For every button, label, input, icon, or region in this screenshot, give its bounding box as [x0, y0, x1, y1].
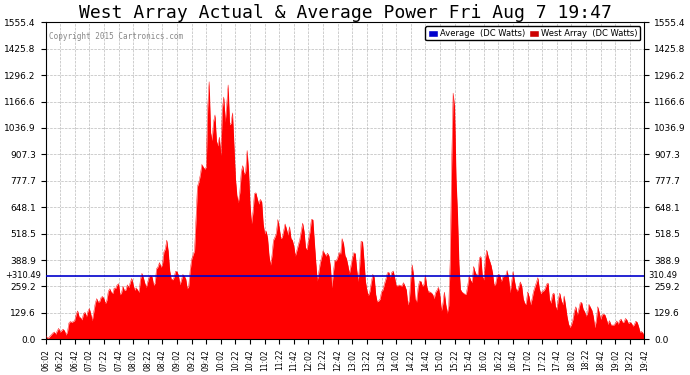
Text: +310.49: +310.49 — [6, 272, 41, 280]
Text: Copyright 2015 Cartronics.com: Copyright 2015 Cartronics.com — [48, 32, 183, 41]
Legend: Average  (DC Watts), West Array  (DC Watts): Average (DC Watts), West Array (DC Watts… — [425, 27, 640, 40]
Title: West Array Actual & Average Power Fri Aug 7 19:47: West Array Actual & Average Power Fri Au… — [79, 4, 611, 22]
Text: 310.49: 310.49 — [649, 272, 678, 280]
